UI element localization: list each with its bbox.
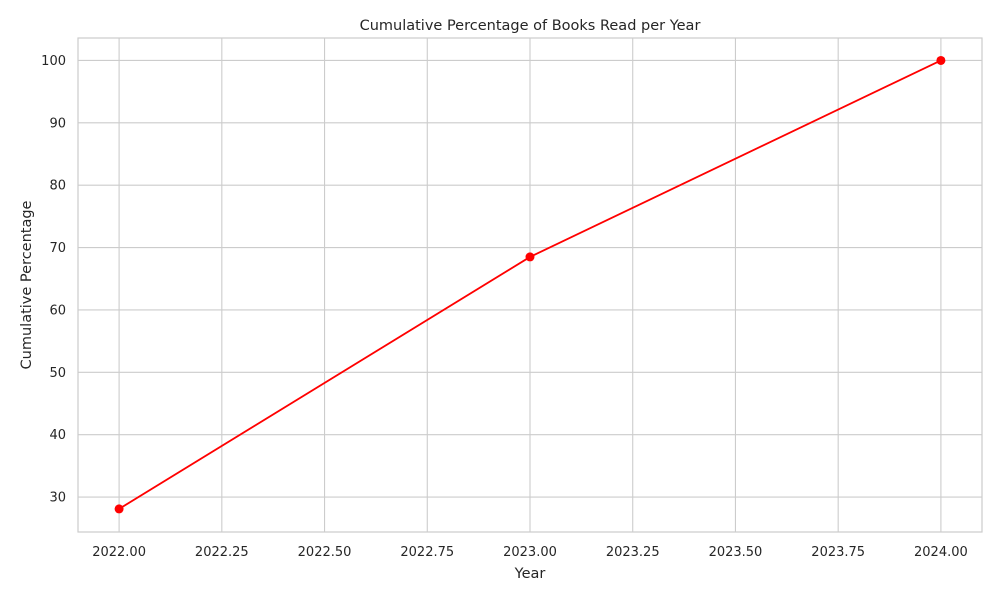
y-tick-label: 30 [49,491,66,506]
y-tick-label: 60 [49,303,66,318]
y-tick-label: 100 [41,54,66,69]
y-tick-label: 40 [49,428,66,443]
x-tick-label: 2022.25 [195,545,249,560]
x-tick-label: 2024.00 [914,545,968,560]
y-tick-label: 80 [49,179,66,194]
x-tick-label: 2022.00 [92,545,146,560]
y-ticks: 30 40 50 60 70 80 90 100 [41,54,66,506]
y-axis-label: Cumulative Percentage [19,200,35,369]
data-point [525,252,535,262]
x-tick-label: 2022.50 [298,545,352,560]
x-tick-label: 2022.75 [400,545,454,560]
x-ticks: 2022.00 2022.25 2022.50 2022.75 2023.00 2023.… [92,545,968,560]
x-tick-label: 2023.00 [503,545,557,560]
data-point [114,504,124,514]
y-tick-label: 90 [49,116,66,131]
y-tick-label: 50 [49,366,66,381]
x-tick-label: 2023.75 [811,545,865,560]
x-axis-label: Year [514,566,546,582]
chart-title: Cumulative Percentage of Books Read per … [360,18,701,34]
x-tick-label: 2023.25 [606,545,660,560]
data-point [936,55,946,65]
grid [78,38,982,532]
x-tick-label: 2023.50 [709,545,763,560]
y-tick-label: 70 [49,241,66,256]
series-group [114,55,946,514]
plot-frame [77,37,983,533]
